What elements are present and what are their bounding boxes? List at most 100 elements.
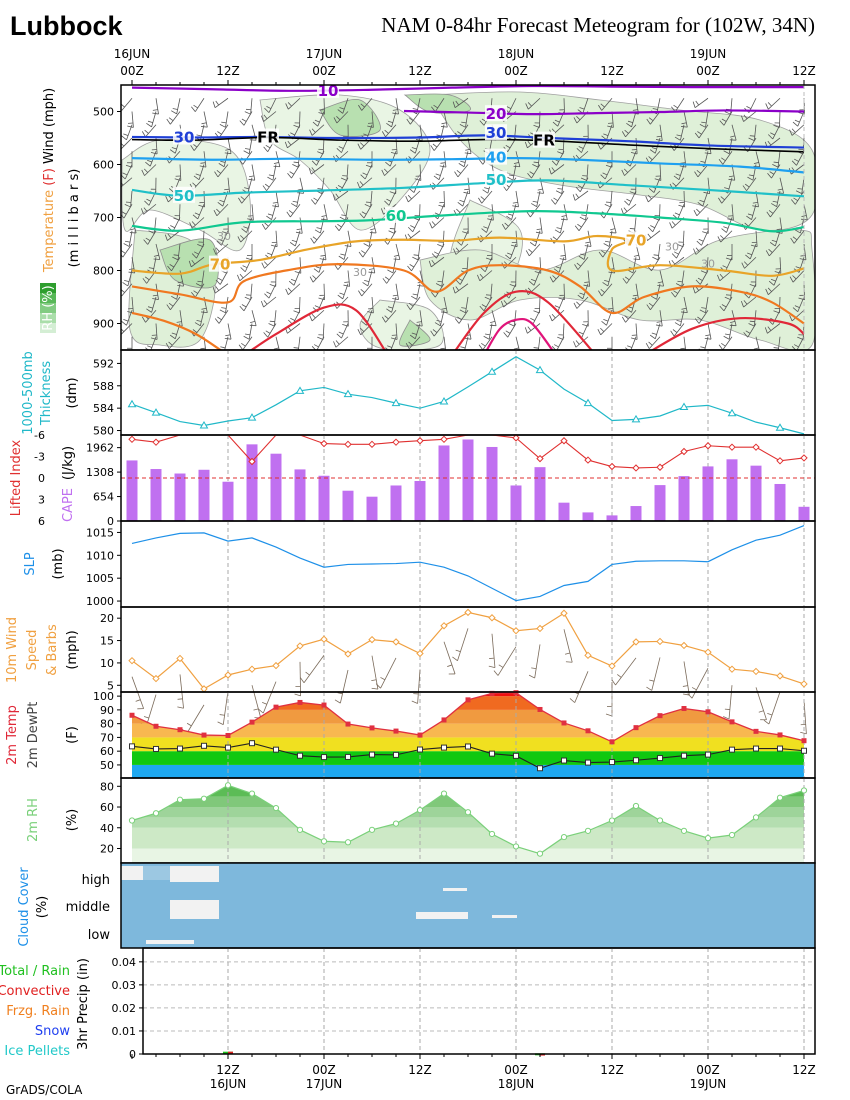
upper-air-barb (793, 158, 799, 162)
upper-air-barb (215, 243, 229, 255)
upper-air-barb (624, 276, 630, 281)
upper-air-barb (168, 150, 181, 164)
upper-air-barb (121, 142, 125, 147)
upper-air-barb (155, 323, 158, 340)
upper-air-barb (155, 243, 161, 260)
upper-air-barb (144, 129, 149, 134)
upper-air-barb (126, 124, 133, 140)
y-tick-label: 500 (93, 106, 114, 119)
upper-air-barb (503, 300, 508, 305)
upper-air-barb (265, 144, 271, 149)
contour-label: FR (533, 132, 555, 150)
upper-air-barb (648, 336, 661, 349)
upper-air-barb (481, 304, 487, 308)
upper-air-barb (395, 243, 401, 260)
upper-air-barb (681, 307, 687, 310)
upper-air-barb (681, 270, 685, 287)
surface-wind-barb (258, 708, 264, 714)
upper-air-barb (626, 308, 632, 313)
upper-air-barb (266, 106, 272, 109)
upper-air-barb (798, 297, 805, 301)
upper-air-barb (385, 161, 391, 167)
upper-air-barb (270, 244, 278, 248)
upper-air-barb (656, 321, 662, 323)
bottom-time-label: 00Z (312, 1063, 336, 1077)
upper-air-barb (457, 131, 462, 135)
upper-air-barb (528, 243, 541, 257)
upper-air-barb (646, 304, 651, 311)
upper-air-barb (441, 307, 447, 310)
upper-air-barb (196, 134, 202, 137)
upper-air-barb (481, 342, 486, 347)
upper-air-barb (345, 204, 349, 221)
upper-air-barb (765, 103, 769, 110)
upper-air-barb (724, 111, 731, 115)
rh-key-label: RH (%) (41, 285, 56, 330)
bottom-time-label: 00Z (696, 1063, 720, 1077)
upper-air-barb (673, 323, 685, 337)
upper-air-barb (533, 161, 539, 164)
upper-air-barb (551, 167, 556, 172)
isotherm-line (131, 263, 805, 325)
upper-air-barb (406, 304, 411, 311)
upper-air-barb (602, 172, 608, 176)
contour-label-bg (485, 124, 507, 141)
wind-speed-point (800, 680, 808, 688)
upper-air-barb (388, 190, 397, 206)
rh-point (224, 782, 232, 789)
surface-wind-barb (723, 716, 730, 720)
contour-label: 20 (486, 105, 507, 123)
upper-air-barb (575, 186, 581, 193)
upper-air-barb (409, 334, 416, 340)
contour-label-bg (173, 186, 195, 203)
upper-air-barb (585, 241, 591, 244)
cape-bar (342, 490, 354, 521)
upper-air-barb (164, 234, 168, 241)
upper-air-barb (335, 336, 349, 348)
lifted-index-point (512, 434, 520, 442)
upper-air-barb (320, 217, 325, 234)
upper-air-barb (454, 283, 469, 294)
rh-point (464, 809, 472, 816)
upper-air-barb (673, 104, 678, 109)
upper-air-barb (483, 296, 493, 312)
upper-air-barb (360, 137, 373, 150)
upper-air-barb (363, 204, 373, 219)
upper-air-barb (323, 204, 328, 220)
upper-air-barb (553, 268, 560, 273)
contour-label: 50 (486, 171, 507, 189)
cape-bar (582, 512, 594, 521)
upper-air-barb (632, 257, 637, 274)
upper-air-barb (621, 316, 626, 323)
upper-air-barb (336, 148, 342, 153)
upper-air-barb (225, 334, 231, 337)
upper-air-barb (245, 148, 251, 150)
upper-air-barb (333, 341, 337, 348)
upper-air-barb (358, 290, 363, 297)
upper-air-barb (504, 256, 517, 269)
upper-air-barb (227, 137, 232, 154)
surface-wind-barb (682, 685, 688, 687)
surface-wind-barb (380, 657, 397, 689)
upper-air-barb (579, 107, 585, 110)
upper-air-barb (240, 267, 246, 273)
upper-air-barb (747, 252, 753, 256)
upper-air-barb (386, 198, 392, 202)
upper-air-barb (770, 132, 775, 136)
dewpoint-point (249, 740, 255, 747)
y-tick-label: 80 (100, 780, 114, 793)
upper-air-barb (171, 110, 177, 115)
upper-air-barb (586, 164, 589, 181)
dewpoint-point (585, 759, 591, 766)
rh-contour-label: 30 (701, 258, 715, 271)
upper-air-barb (752, 201, 758, 204)
upper-air-barb (241, 342, 246, 347)
upper-air-barb (437, 280, 443, 283)
upper-air-barb (366, 351, 372, 353)
cape-bar (774, 483, 786, 521)
cape-bar (294, 469, 306, 521)
upper-air-barb (443, 111, 448, 128)
upper-air-barb (698, 238, 704, 242)
upper-air-barb (275, 230, 278, 247)
